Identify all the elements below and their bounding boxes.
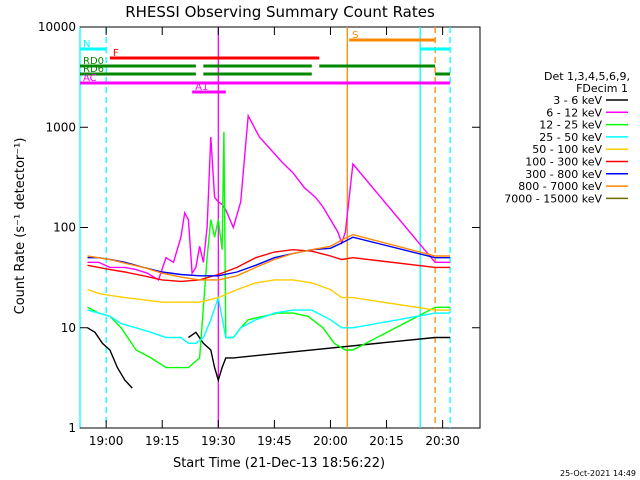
legend-label-2: 12 - 25 keV xyxy=(539,119,602,132)
y-tick-label-0: 1 xyxy=(68,421,76,435)
x-tick-label-2: 19:30 xyxy=(201,434,236,448)
series-line-1 xyxy=(87,113,451,281)
x-tick-label-4: 20:00 xyxy=(313,434,348,448)
legend-header-1: Det 1,3,4,5,6,9, xyxy=(544,70,630,83)
flag-label-a1: A1 xyxy=(195,82,208,93)
chart-title: RHESSI Observing Summary Count Rates xyxy=(125,3,435,21)
x-tick-label-5: 20:15 xyxy=(369,434,404,448)
y-tick-label-3: 1000 xyxy=(45,120,76,134)
legend-label-8: 7000 - 15000 keV xyxy=(504,192,602,205)
y-tick-label-1: 10 xyxy=(61,321,76,335)
flag-label-n: N xyxy=(83,39,90,50)
y-tick-label-4: 10000 xyxy=(38,20,76,34)
legend-header-2: FDecim 1 xyxy=(576,82,628,95)
flag-label-f: F xyxy=(113,48,119,59)
series-line-3 xyxy=(87,294,451,344)
y-tick-label-2: 100 xyxy=(53,221,76,235)
legend-label-5: 100 - 300 keV xyxy=(525,156,602,169)
legend-label-0: 3 - 6 keV xyxy=(553,94,602,107)
series-line-6 xyxy=(87,236,451,277)
series-line-0 xyxy=(87,327,451,389)
y-axis-label: Count Rate (s⁻¹ detector⁻¹) xyxy=(13,138,28,315)
footer-date: 25-Oct-2021 14:49 xyxy=(560,469,636,478)
series-line-5 xyxy=(87,248,451,283)
legend-label-7: 800 - 7000 keV xyxy=(518,180,602,193)
flag-label-s: S xyxy=(352,30,358,41)
flag-label-rd6: RD6 xyxy=(83,64,104,75)
series-line-2 xyxy=(87,131,451,369)
x-axis-label: Start Time (21-Dec-13 18:56:22) xyxy=(173,456,385,471)
series-line-7 xyxy=(87,233,451,281)
flag-label-rd0: RD0 xyxy=(83,56,104,67)
x-tick-label-3: 19:45 xyxy=(257,434,292,448)
legend-label-6: 300 - 800 keV xyxy=(525,168,602,181)
x-tick-label-0: 19:00 xyxy=(89,434,124,448)
flag-label-ac: AC xyxy=(83,73,97,84)
legend-label-1: 6 - 12 keV xyxy=(546,106,602,119)
series-line-4 xyxy=(87,279,451,311)
x-tick-label-6: 20:30 xyxy=(425,434,460,448)
x-tick-label-1: 19:15 xyxy=(145,434,180,448)
legend-label-4: 50 - 100 keV xyxy=(532,143,602,156)
legend-label-3: 25 - 50 keV xyxy=(539,131,602,144)
